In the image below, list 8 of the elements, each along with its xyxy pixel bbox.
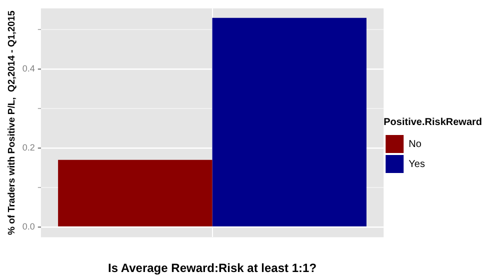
y-tick-label: 0.0: [22, 221, 35, 232]
legend-label: Yes: [408, 158, 425, 170]
y-axis-title: % of Traders with Positive P/L, Q2,2014 - Q1,2015: [6, 10, 18, 236]
y-tick-label: 0.2: [22, 142, 35, 153]
x-axis-title: Is Average Reward:Risk at least 1:1?: [108, 261, 317, 276]
y-tick-label: 0.4: [22, 64, 35, 74]
legend-title: Positive.RiskReward: [384, 116, 482, 128]
legend-label: No: [408, 138, 422, 150]
